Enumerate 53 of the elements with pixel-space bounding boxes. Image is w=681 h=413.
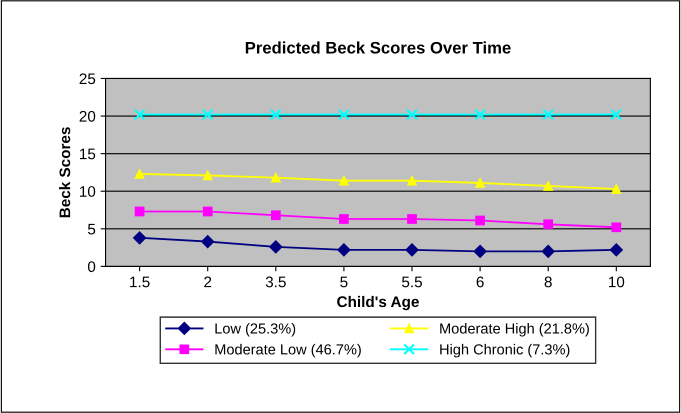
point <box>202 108 214 120</box>
point <box>407 214 417 224</box>
point <box>474 244 487 258</box>
point <box>134 169 144 179</box>
point <box>202 206 213 216</box>
point <box>269 240 282 254</box>
y-tick-label: 15 <box>80 148 96 160</box>
point <box>270 210 281 220</box>
x-tick-label: 6 <box>476 276 484 288</box>
point <box>543 219 554 230</box>
x-axis-title: Child's Age <box>337 296 419 310</box>
point <box>407 176 417 186</box>
x-tick-label: 8 <box>544 276 552 288</box>
x-tick-label: 10 <box>608 276 624 288</box>
point <box>270 108 282 120</box>
chart-title: Predicted Beck Scores Over Time <box>246 41 511 54</box>
point <box>201 234 214 248</box>
point <box>405 243 419 256</box>
y-tick-label: 25 <box>80 73 96 84</box>
legend-label: High Chronic (7.3%) <box>440 344 570 358</box>
x-tick-label: 2 <box>204 276 212 288</box>
point <box>339 176 349 186</box>
point <box>475 216 485 226</box>
point <box>542 108 554 120</box>
y-tick-label: 5 <box>88 224 96 234</box>
x-tick-label: 5 <box>340 276 348 288</box>
point <box>337 243 350 256</box>
point <box>542 244 555 258</box>
point <box>270 172 281 183</box>
x-tick-label: 3.5 <box>266 276 286 288</box>
y-tick-label: 0 <box>88 261 96 272</box>
point <box>611 184 622 194</box>
point <box>610 108 622 120</box>
point <box>475 178 485 188</box>
point <box>610 243 623 256</box>
y-tick-label: 20 <box>80 110 96 122</box>
point <box>339 214 349 224</box>
legend-label: Low (25.3%) <box>215 322 296 337</box>
y-axis-title: Beck Scores <box>59 127 70 218</box>
y-tick-label: 10 <box>80 186 96 197</box>
point <box>543 181 554 191</box>
point <box>406 108 418 120</box>
legend-label: Moderate High (21.8%) <box>440 322 589 337</box>
point <box>134 206 144 216</box>
point <box>611 222 622 232</box>
legend-label: Moderate Low (46.7%) <box>215 344 361 358</box>
point <box>338 108 350 120</box>
x-tick-label: 1.5 <box>130 276 150 288</box>
point <box>133 231 146 244</box>
point <box>202 170 213 180</box>
point <box>134 108 146 120</box>
x-tick-label: 5.5 <box>402 276 422 288</box>
point <box>474 108 486 120</box>
